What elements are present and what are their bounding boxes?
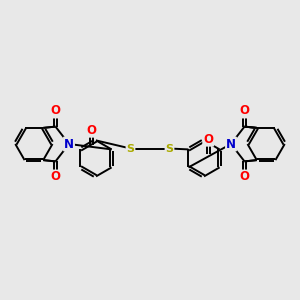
- Text: O: O: [239, 170, 250, 184]
- Text: N: N: [64, 137, 74, 151]
- Text: O: O: [50, 170, 61, 184]
- Text: O: O: [87, 124, 97, 137]
- Text: S: S: [127, 143, 134, 154]
- Text: O: O: [50, 104, 61, 118]
- Text: N: N: [226, 137, 236, 151]
- Text: O: O: [203, 133, 213, 146]
- Text: S: S: [166, 143, 173, 154]
- Text: O: O: [239, 104, 250, 118]
